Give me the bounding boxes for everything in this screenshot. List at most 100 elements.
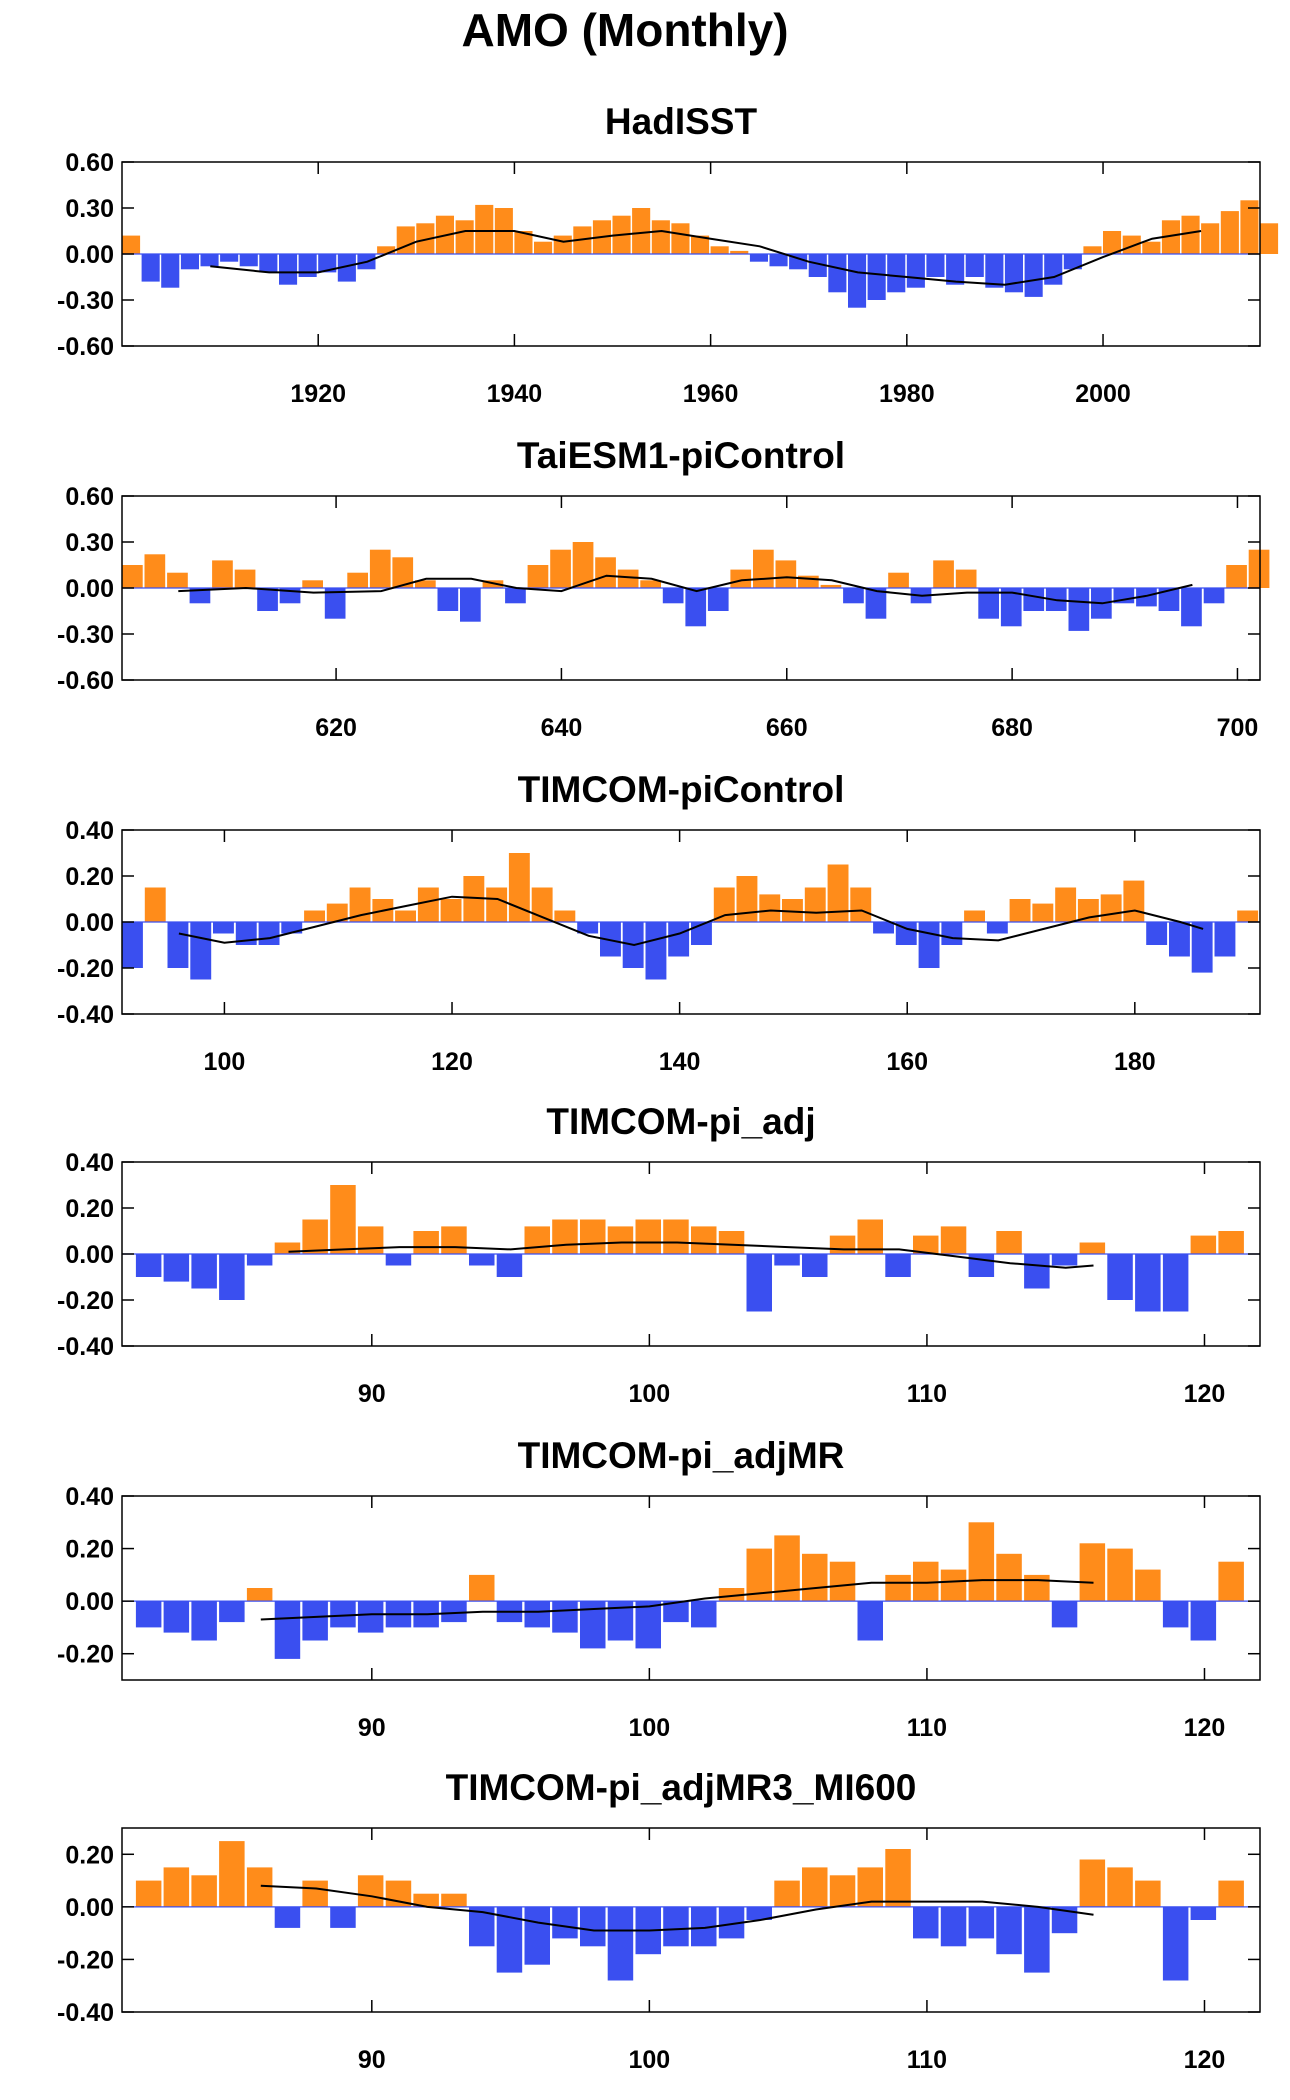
positive-bar: [1009, 899, 1031, 922]
positive-bar: [550, 549, 571, 588]
negative-bar: [746, 1254, 772, 1312]
negative-bar: [330, 1906, 356, 1928]
positive-bar: [212, 560, 233, 588]
positive-bar: [651, 220, 670, 254]
positive-bar: [302, 580, 323, 588]
positive-bar: [144, 887, 166, 922]
negative-bar: [1190, 1601, 1217, 1641]
negative-bar: [135, 1254, 162, 1277]
positive-bar: [552, 1219, 578, 1254]
x-tick-label: 680: [991, 714, 1033, 742]
positive-bar: [802, 1867, 828, 1907]
positive-bar: [1083, 246, 1102, 254]
x-tick-label: 120: [1184, 1380, 1226, 1408]
positive-bar: [469, 1574, 495, 1602]
negative-bar: [635, 1601, 661, 1649]
positive-bar: [1024, 1574, 1050, 1602]
positive-bar: [1055, 887, 1077, 922]
negative-bar: [662, 588, 684, 604]
panel-3: TIMCOM-piControl 0.40 0.20 0.00 -0.20 -0.40 10…: [57, 769, 1261, 1076]
positive-bar: [1103, 231, 1122, 254]
negative-bar: [191, 1254, 217, 1289]
negative-bar: [645, 922, 667, 980]
negative-bar: [940, 1906, 967, 1947]
positive-bar: [1032, 903, 1054, 922]
y-tick-label: -0.40: [57, 1333, 114, 1361]
positive-bar: [775, 560, 797, 588]
negative-bar: [986, 922, 1008, 934]
negative-bar: [774, 1254, 800, 1266]
negative-bar: [1024, 1906, 1050, 1973]
positive-bar: [163, 1867, 190, 1907]
y-tick-label: 0.40: [65, 1483, 114, 1511]
positive-bar: [1226, 565, 1247, 588]
y-tick-label: -0.40: [57, 1001, 114, 1029]
negative-bar: [906, 254, 925, 288]
negative-bar: [469, 1254, 495, 1266]
negative-bar: [1051, 1254, 1078, 1266]
positive-bar: [829, 1875, 856, 1907]
positive-bar: [774, 1880, 800, 1907]
positive-bar: [1201, 223, 1220, 254]
negative-bar: [552, 1601, 578, 1633]
positive-bar: [1181, 215, 1200, 254]
positive-bar: [1079, 1859, 1106, 1907]
negative-bar: [580, 1906, 606, 1947]
negative-bar: [135, 1601, 162, 1628]
positive-bar: [1240, 200, 1259, 254]
negative-bar: [828, 254, 847, 293]
positive-bar: [753, 549, 774, 588]
plot-frame: [121, 1827, 1261, 2013]
positive-bar: [369, 549, 391, 588]
x-tick-label: 110: [907, 1714, 947, 1742]
negative-bar: [1135, 1254, 1161, 1312]
positive-bar: [857, 1867, 883, 1907]
negative-bar: [330, 1601, 356, 1628]
x-tick-label: 110: [907, 1380, 947, 1408]
y-tick-label: -0.40: [57, 1999, 114, 2027]
x-tick-label: 700: [1217, 714, 1259, 742]
positive-bar: [302, 1880, 328, 1907]
y-tick-label: 0.00: [65, 1241, 114, 1269]
positive-bar: [617, 569, 639, 588]
positive-bar: [396, 226, 415, 254]
positive-bar: [802, 1553, 828, 1602]
positive-bar: [524, 1226, 550, 1254]
negative-bar: [873, 922, 894, 934]
negative-bar: [1203, 588, 1225, 604]
negative-bar: [496, 1254, 523, 1277]
positive-bar: [996, 1553, 1022, 1602]
negative-bar: [191, 1601, 217, 1641]
negative-bar: [298, 254, 317, 277]
negative-bar: [926, 254, 945, 277]
x-tick-label: 100: [629, 2046, 671, 2074]
positive-bar: [595, 557, 616, 588]
y-tick-label: 0.30: [65, 195, 114, 223]
negative-bar: [1162, 1601, 1189, 1628]
y-tick-label: 0.00: [65, 241, 114, 269]
positive-bar: [441, 1226, 467, 1254]
negative-bar: [1181, 588, 1202, 627]
negative-bar: [239, 254, 258, 267]
negative-bar: [607, 1906, 634, 1981]
x-tick-label: 140: [659, 1048, 701, 1076]
panel-4: TIMCOM-pi_adj 0.40 0.20 0.00 -0.20 -0.40 90 100…: [57, 1101, 1261, 1408]
y-tick-label: 0.20: [65, 1841, 114, 1869]
negative-bar: [122, 922, 143, 968]
negative-bar: [577, 922, 599, 934]
negative-bar: [707, 588, 729, 611]
negative-bar: [1214, 922, 1236, 957]
positive-bar: [1122, 235, 1141, 254]
negative-bar: [1051, 1601, 1078, 1628]
positive-bar: [759, 894, 781, 922]
positive-bar: [940, 1569, 967, 1602]
negative-bar: [887, 254, 906, 293]
positive-bar: [968, 1522, 995, 1602]
positive-bar: [1142, 241, 1161, 254]
panel-title: TIMCOM-pi_adjMR3_MI600: [446, 1767, 917, 1808]
positive-bar: [1218, 1880, 1244, 1907]
x-tick-label: 2000: [1075, 380, 1131, 408]
positive-bar: [302, 1219, 328, 1254]
negative-bar: [941, 922, 963, 945]
smoothed-line: [260, 1579, 1094, 1621]
